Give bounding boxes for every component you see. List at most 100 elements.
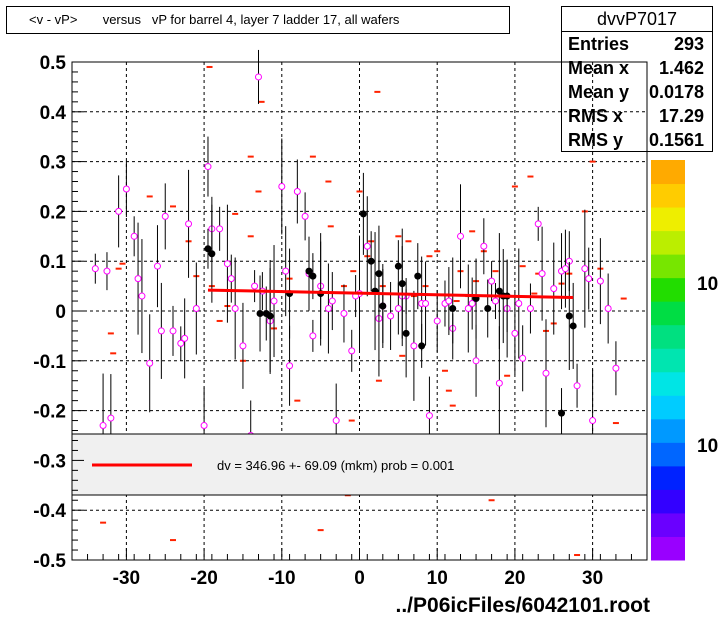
magenta-point <box>216 225 224 233</box>
magenta-point <box>472 357 480 365</box>
fit-line <box>207 288 574 300</box>
file-path-label: ../P06icFiles/6042101.root <box>395 594 650 617</box>
magenta-point <box>561 265 569 273</box>
stats-key: Mean y <box>568 82 630 102</box>
fit-legend: dv = 346.96 +- 69.09 (mkm) prob = 0.001 <box>71 433 648 496</box>
magenta-point <box>301 212 309 220</box>
x-tick-label: 10 <box>427 568 448 589</box>
colorbar-label-lower: 10 <box>697 436 718 457</box>
x-tick-label: 30 <box>582 568 603 589</box>
colorbar-segment <box>651 442 685 467</box>
magenta-point <box>181 334 189 342</box>
black-point <box>569 322 577 330</box>
magenta-point <box>185 220 193 228</box>
colorbar-segment <box>651 536 685 561</box>
data-points <box>91 49 627 557</box>
y-tick-label: -0.1 <box>33 352 66 373</box>
magenta-point <box>227 275 235 283</box>
magenta-point <box>363 242 371 250</box>
y-tick-label: -0.3 <box>33 451 66 472</box>
black-point <box>367 257 375 265</box>
stats-value: 17.29 <box>658 106 704 126</box>
magenta-point <box>526 305 534 313</box>
stats-key: Entries <box>568 34 630 54</box>
colorbar-segment <box>651 418 685 443</box>
y-tick-label: -0.5 <box>33 551 66 572</box>
magenta-point <box>328 297 336 305</box>
magenta-point <box>464 305 472 313</box>
colorbar-segment <box>651 371 685 396</box>
magenta-point <box>511 329 519 337</box>
stats-value: 0.1561 <box>648 130 704 150</box>
magenta-point <box>515 300 523 308</box>
black-point <box>565 312 573 320</box>
stats-row-entries: Entries 293 <box>562 32 712 56</box>
magenta-point <box>153 262 161 270</box>
magenta-point <box>254 73 262 81</box>
stats-key: RMS y <box>568 130 624 150</box>
magenta-point <box>134 275 142 283</box>
stats-key: RMS x <box>568 106 624 126</box>
magenta-point <box>309 332 317 340</box>
magenta-point <box>495 379 503 387</box>
magenta-point <box>445 297 453 305</box>
axes: -30 -20 -10 0 10 20 30 -0.5 -0.4 -0.3 -0.2 -0.1 0 0.1… <box>33 53 632 589</box>
magenta-point <box>161 212 169 220</box>
y-tick-label: 0.1 <box>40 252 67 273</box>
black-point <box>359 210 367 218</box>
magenta-point <box>550 285 558 293</box>
magenta-point <box>270 297 278 305</box>
black-point <box>558 409 566 417</box>
colorbar-segment <box>651 183 685 208</box>
magenta-point <box>332 417 340 425</box>
magenta-point <box>422 300 430 308</box>
magenta-point <box>542 369 550 377</box>
magenta-point <box>519 354 527 362</box>
stats-row-mean-y: Mean y 0.0178 <box>562 80 712 104</box>
black-point <box>379 302 387 310</box>
black-point <box>394 262 402 270</box>
magenta-point <box>169 327 177 335</box>
black-point <box>418 342 426 350</box>
magenta-point <box>91 265 99 273</box>
magenta-point <box>585 275 593 283</box>
magenta-point <box>223 260 231 268</box>
black-point <box>398 280 406 288</box>
y-tick-label: 0.5 <box>40 53 67 74</box>
black-point <box>495 287 503 295</box>
magenta-point <box>425 412 433 420</box>
fit-line-segment <box>207 288 574 300</box>
y-tick-label: 0.2 <box>40 202 66 223</box>
stats-key: Mean x <box>568 58 630 78</box>
magenta-point <box>604 305 612 313</box>
magenta-point <box>115 207 123 215</box>
y-tick-label: -0.4 <box>33 501 66 522</box>
colorbar-segment <box>651 277 685 302</box>
magenta-point <box>282 267 290 275</box>
y-tick-label: 0 <box>55 302 66 323</box>
black-point <box>305 267 313 275</box>
colorbar-segment <box>651 301 685 326</box>
black-point <box>309 272 317 280</box>
magenta-point <box>200 422 208 430</box>
colorbar-label-upper: 10 <box>697 274 718 295</box>
magenta-point <box>433 317 441 325</box>
magenta-point <box>103 267 111 275</box>
y-tick-label: 0.4 <box>40 103 67 124</box>
magenta-point <box>394 305 402 313</box>
black-point <box>402 329 410 337</box>
magenta-point <box>457 232 465 240</box>
magenta-point <box>293 187 301 195</box>
black-point <box>414 272 422 280</box>
stats-value: 293 <box>673 34 704 54</box>
stats-row-rms-y: RMS y 0.1561 <box>562 128 712 152</box>
magenta-point <box>480 242 488 250</box>
magenta-point <box>177 339 185 347</box>
magenta-point <box>138 292 146 300</box>
magenta-point <box>107 414 115 422</box>
colorbar <box>651 160 685 561</box>
stats-box: dvvP7017 Entries 293 Mean x 1.462 Mean y… <box>561 6 713 152</box>
y-tick-label: 0.3 <box>40 153 66 174</box>
black-point <box>204 245 212 253</box>
